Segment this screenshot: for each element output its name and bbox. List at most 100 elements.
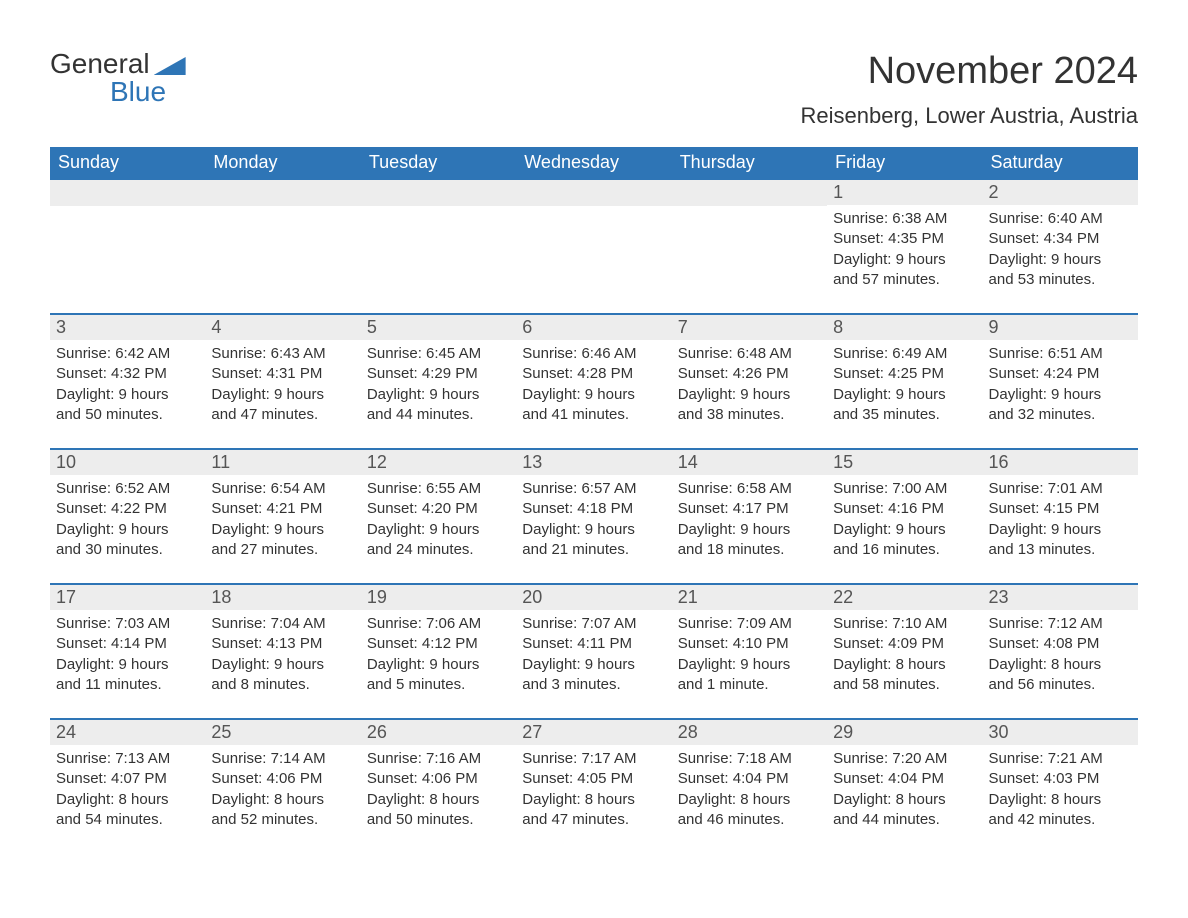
- month-title: November 2024: [800, 50, 1138, 93]
- calendar-day-cell: 6Sunrise: 6:46 AMSunset: 4:28 PMDaylight…: [516, 314, 671, 449]
- day-daylight1: Daylight: 9 hours: [522, 385, 665, 405]
- day-daylight2: and 44 minutes.: [833, 810, 976, 830]
- day-number: 15: [827, 450, 982, 475]
- calendar-day-cell: 10Sunrise: 6:52 AMSunset: 4:22 PMDayligh…: [50, 449, 205, 584]
- day-sunset: Sunset: 4:28 PM: [522, 364, 665, 384]
- day-sunrise: Sunrise: 7:17 AM: [522, 749, 665, 769]
- day-daylight1: Daylight: 9 hours: [367, 520, 510, 540]
- day-daylight2: and 57 minutes.: [833, 270, 976, 290]
- day-daylight2: and 44 minutes.: [367, 405, 510, 425]
- day-details: Sunrise: 7:07 AMSunset: 4:11 PMDaylight:…: [516, 610, 671, 699]
- day-daylight1: Daylight: 9 hours: [678, 520, 821, 540]
- calendar-day-cell: 23Sunrise: 7:12 AMSunset: 4:08 PMDayligh…: [983, 584, 1138, 719]
- day-sunset: Sunset: 4:32 PM: [56, 364, 199, 384]
- calendar-day-cell: 26Sunrise: 7:16 AMSunset: 4:06 PMDayligh…: [361, 719, 516, 854]
- day-sunrise: Sunrise: 6:52 AM: [56, 479, 199, 499]
- day-daylight1: Daylight: 9 hours: [522, 520, 665, 540]
- day-details: Sunrise: 7:14 AMSunset: 4:06 PMDaylight:…: [205, 745, 360, 834]
- day-daylight1: Daylight: 9 hours: [211, 655, 354, 675]
- day-daylight2: and 1 minute.: [678, 675, 821, 695]
- day-daylight2: and 3 minutes.: [522, 675, 665, 695]
- day-daylight1: Daylight: 9 hours: [56, 520, 199, 540]
- day-number: 1: [827, 180, 982, 205]
- day-sunrise: Sunrise: 6:42 AM: [56, 344, 199, 364]
- day-daylight2: and 38 minutes.: [678, 405, 821, 425]
- day-daylight2: and 54 minutes.: [56, 810, 199, 830]
- day-sunset: Sunset: 4:17 PM: [678, 499, 821, 519]
- day-daylight1: Daylight: 9 hours: [678, 385, 821, 405]
- day-number: 2: [983, 180, 1138, 205]
- day-daylight2: and 42 minutes.: [989, 810, 1132, 830]
- day-daylight1: Daylight: 8 hours: [56, 790, 199, 810]
- day-sunset: Sunset: 4:22 PM: [56, 499, 199, 519]
- calendar-day-cell: 3Sunrise: 6:42 AMSunset: 4:32 PMDaylight…: [50, 314, 205, 449]
- day-sunset: Sunset: 4:06 PM: [211, 769, 354, 789]
- calendar-day-cell: 30Sunrise: 7:21 AMSunset: 4:03 PMDayligh…: [983, 719, 1138, 854]
- calendar-day-cell: 7Sunrise: 6:48 AMSunset: 4:26 PMDaylight…: [672, 314, 827, 449]
- day-details: Sunrise: 6:54 AMSunset: 4:21 PMDaylight:…: [205, 475, 360, 564]
- day-sunset: Sunset: 4:24 PM: [989, 364, 1132, 384]
- day-details: Sunrise: 7:09 AMSunset: 4:10 PMDaylight:…: [672, 610, 827, 699]
- calendar-week-row: 1Sunrise: 6:38 AMSunset: 4:35 PMDaylight…: [50, 179, 1138, 314]
- day-sunset: Sunset: 4:21 PM: [211, 499, 354, 519]
- day-sunset: Sunset: 4:08 PM: [989, 634, 1132, 654]
- day-number: 19: [361, 585, 516, 610]
- day-sunrise: Sunrise: 6:55 AM: [367, 479, 510, 499]
- day-number: 9: [983, 315, 1138, 340]
- calendar-day-cell: 25Sunrise: 7:14 AMSunset: 4:06 PMDayligh…: [205, 719, 360, 854]
- day-daylight2: and 52 minutes.: [211, 810, 354, 830]
- day-daylight1: Daylight: 8 hours: [211, 790, 354, 810]
- title-block: November 2024 Reisenberg, Lower Austria,…: [800, 50, 1138, 129]
- calendar-day-cell: 1Sunrise: 6:38 AMSunset: 4:35 PMDaylight…: [827, 179, 982, 314]
- day-sunrise: Sunrise: 6:46 AM: [522, 344, 665, 364]
- day-details: Sunrise: 6:40 AMSunset: 4:34 PMDaylight:…: [983, 205, 1138, 294]
- day-sunset: Sunset: 4:29 PM: [367, 364, 510, 384]
- day-daylight1: Daylight: 9 hours: [56, 385, 199, 405]
- day-sunrise: Sunrise: 7:16 AM: [367, 749, 510, 769]
- day-number: 8: [827, 315, 982, 340]
- day-daylight2: and 8 minutes.: [211, 675, 354, 695]
- day-daylight1: Daylight: 9 hours: [211, 385, 354, 405]
- day-sunrise: Sunrise: 7:06 AM: [367, 614, 510, 634]
- day-details: Sunrise: 6:48 AMSunset: 4:26 PMDaylight:…: [672, 340, 827, 429]
- day-sunset: Sunset: 4:06 PM: [367, 769, 510, 789]
- day-number: 12: [361, 450, 516, 475]
- day-number-empty: [205, 180, 360, 206]
- day-daylight2: and 30 minutes.: [56, 540, 199, 560]
- day-sunrise: Sunrise: 7:20 AM: [833, 749, 976, 769]
- day-daylight2: and 11 minutes.: [56, 675, 199, 695]
- day-sunset: Sunset: 4:14 PM: [56, 634, 199, 654]
- calendar-day-cell: 9Sunrise: 6:51 AMSunset: 4:24 PMDaylight…: [983, 314, 1138, 449]
- logo: General Blue: [50, 50, 186, 106]
- day-sunset: Sunset: 4:16 PM: [833, 499, 976, 519]
- day-details: Sunrise: 7:06 AMSunset: 4:12 PMDaylight:…: [361, 610, 516, 699]
- day-details: Sunrise: 7:10 AMSunset: 4:09 PMDaylight:…: [827, 610, 982, 699]
- col-tuesday: Tuesday: [361, 147, 516, 179]
- day-sunset: Sunset: 4:18 PM: [522, 499, 665, 519]
- day-daylight1: Daylight: 9 hours: [989, 520, 1132, 540]
- day-number: 25: [205, 720, 360, 745]
- day-number-empty: [516, 180, 671, 206]
- day-number-empty: [361, 180, 516, 206]
- day-sunrise: Sunrise: 7:07 AM: [522, 614, 665, 634]
- day-daylight2: and 41 minutes.: [522, 405, 665, 425]
- calendar-day-cell: 8Sunrise: 6:49 AMSunset: 4:25 PMDaylight…: [827, 314, 982, 449]
- calendar-day-cell: [672, 179, 827, 314]
- calendar-week-row: 17Sunrise: 7:03 AMSunset: 4:14 PMDayligh…: [50, 584, 1138, 719]
- calendar-day-cell: 20Sunrise: 7:07 AMSunset: 4:11 PMDayligh…: [516, 584, 671, 719]
- day-details: Sunrise: 6:45 AMSunset: 4:29 PMDaylight:…: [361, 340, 516, 429]
- day-number: 14: [672, 450, 827, 475]
- day-daylight1: Daylight: 9 hours: [833, 250, 976, 270]
- day-details: Sunrise: 7:12 AMSunset: 4:08 PMDaylight:…: [983, 610, 1138, 699]
- day-sunrise: Sunrise: 7:03 AM: [56, 614, 199, 634]
- day-daylight1: Daylight: 9 hours: [989, 250, 1132, 270]
- day-details: Sunrise: 7:00 AMSunset: 4:16 PMDaylight:…: [827, 475, 982, 564]
- col-monday: Monday: [205, 147, 360, 179]
- day-details: Sunrise: 7:21 AMSunset: 4:03 PMDaylight:…: [983, 745, 1138, 834]
- calendar-week-row: 3Sunrise: 6:42 AMSunset: 4:32 PMDaylight…: [50, 314, 1138, 449]
- day-daylight2: and 50 minutes.: [56, 405, 199, 425]
- day-sunset: Sunset: 4:11 PM: [522, 634, 665, 654]
- day-sunset: Sunset: 4:20 PM: [367, 499, 510, 519]
- day-daylight2: and 21 minutes.: [522, 540, 665, 560]
- calendar-day-cell: 18Sunrise: 7:04 AMSunset: 4:13 PMDayligh…: [205, 584, 360, 719]
